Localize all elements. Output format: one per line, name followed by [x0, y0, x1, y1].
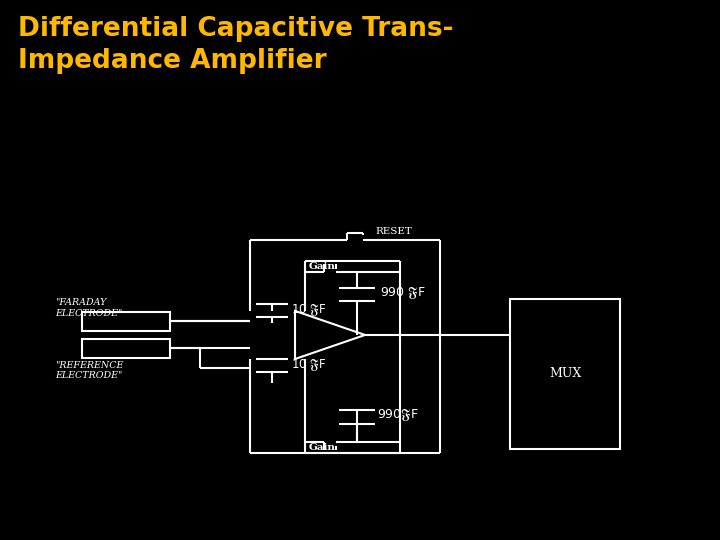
Text: Gain: Gain	[309, 443, 336, 452]
Bar	[82, 312, 170, 331]
Text: Gain: Gain	[309, 262, 336, 271]
Text: 990$\mathfrak{F}$F: 990$\mathfrak{F}$F	[377, 407, 419, 423]
Text: "REFERENCE
ELECTRODE": "REFERENCE ELECTRODE"	[55, 361, 123, 380]
Text: 10 $\mathfrak{F}$F: 10 $\mathfrak{F}$F	[291, 357, 327, 373]
Text: "FARADAY
ELECTRODE": "FARADAY ELECTRODE"	[55, 299, 122, 318]
Text: MUX: MUX	[549, 367, 581, 380]
Text: 10 $\mathfrak{F}$F: 10 $\mathfrak{F}$F	[291, 302, 327, 318]
Text: 990 $\mathfrak{F}$F: 990 $\mathfrak{F}$F	[380, 285, 426, 301]
Text: RESET: RESET	[375, 227, 412, 237]
Bar	[510, 299, 620, 449]
Text: Differential Capacitive Trans-
Impedance Amplifier: Differential Capacitive Trans- Impedance…	[18, 16, 454, 75]
Bar	[82, 339, 170, 358]
